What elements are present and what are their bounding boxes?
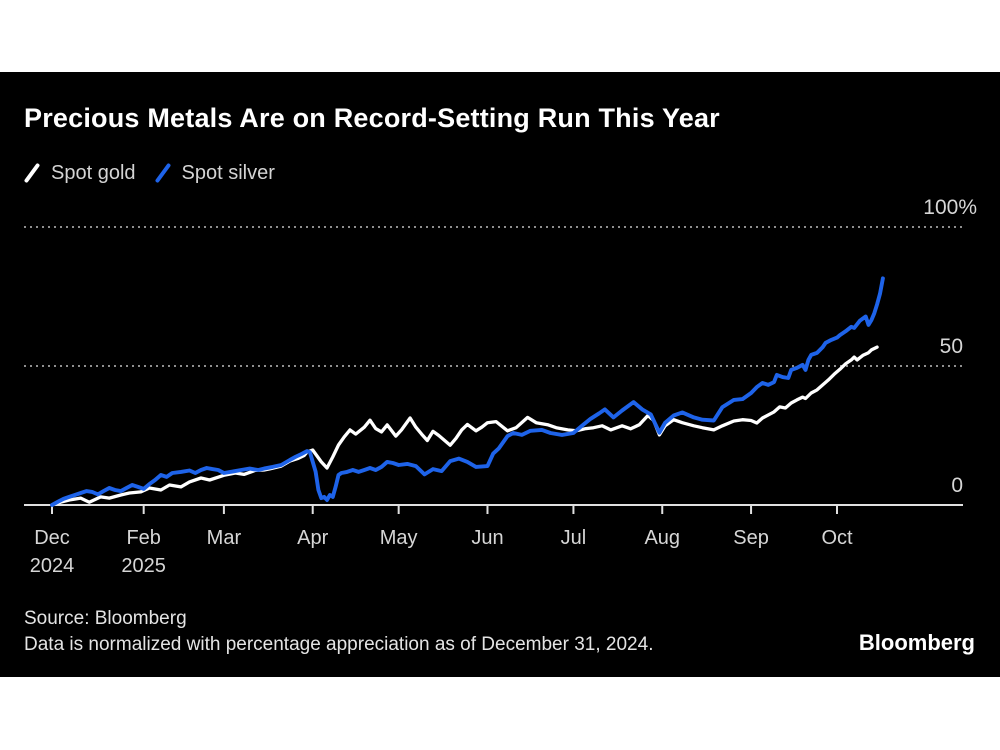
- spot-gold-line: [50, 345, 879, 507]
- chart-title: Precious Metals Are on Record-Setting Ru…: [24, 103, 720, 133]
- legend: Spot gold Spot silver: [23, 160, 275, 186]
- gold-slash-icon: [24, 163, 40, 183]
- x-tick-label-jul: Jul: [560, 527, 587, 549]
- x-tick-label-dec: Dec: [34, 527, 70, 549]
- x-tick-label-oct: Oct: [821, 527, 853, 549]
- x-tick-sublabel-2024: 2024: [29, 555, 75, 577]
- x-tick-label-apr: Apr: [297, 527, 329, 549]
- x-tick-label-jun: Jun: [471, 527, 504, 549]
- source-text: Source: Bloomberg: [24, 608, 187, 629]
- y-axis-label-100: 100%: [923, 196, 977, 219]
- legend-item-spot-gold: Spot gold: [23, 162, 136, 185]
- x-tick-label-mar: Mar: [206, 527, 242, 549]
- x-tick-label-sep: Sep: [733, 527, 769, 549]
- x-tick-label-aug: Aug: [644, 527, 681, 549]
- bloomberg-logo: Bloomberg: [858, 630, 975, 655]
- legend-label-spot-gold: Spot gold: [51, 161, 136, 184]
- x-tick-label-may: May: [379, 527, 418, 549]
- x-tick-sublabel-2025: 2025: [121, 555, 166, 577]
- y-axis-label-50: 50: [939, 335, 963, 358]
- silver-slash-icon: [155, 163, 171, 183]
- x-tick-label-feb: Feb: [126, 527, 161, 549]
- note-text: Data is normalized with percentage appre…: [24, 634, 654, 655]
- chart-panel: Precious Metals Are on Record-Setting Ru…: [0, 72, 1000, 677]
- legend-label-spot-silver: Spot silver: [181, 161, 275, 184]
- y-axis-label-0: 0: [951, 474, 963, 497]
- chart-canvas: [24, 226, 963, 514]
- legend-item-spot-silver: Spot silver: [154, 162, 275, 185]
- spot-silver-line: [50, 276, 885, 507]
